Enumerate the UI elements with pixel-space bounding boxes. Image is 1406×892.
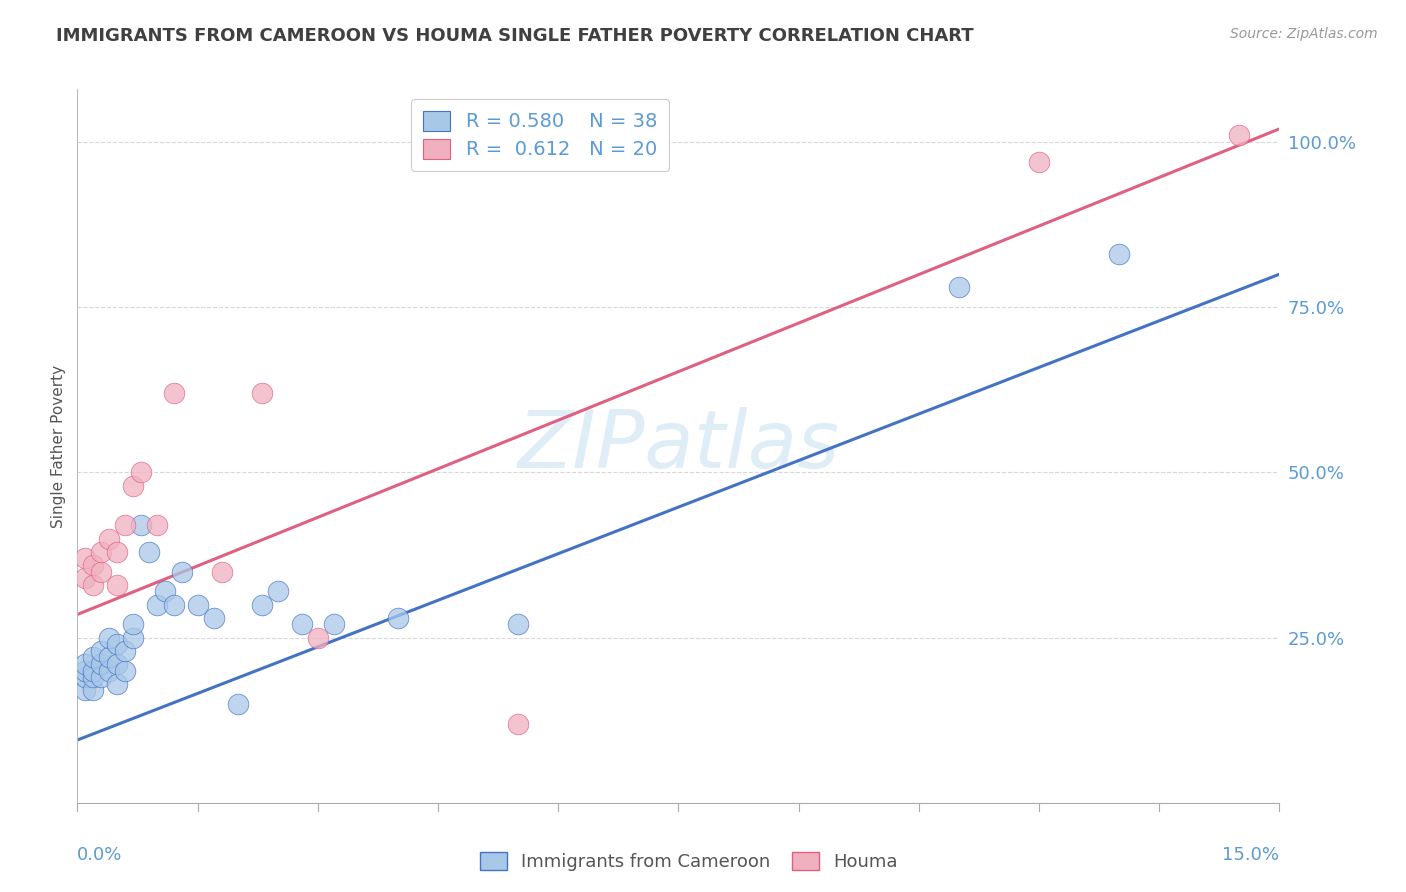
Point — [291, 617, 314, 632]
Point — [387, 611, 409, 625]
Point — [75, 664, 97, 678]
Point — [948, 280, 970, 294]
Point — [114, 664, 136, 678]
Point — [90, 545, 112, 559]
Point — [98, 650, 121, 665]
Text: 15.0%: 15.0% — [1222, 846, 1279, 863]
Point — [98, 532, 121, 546]
Point — [90, 565, 112, 579]
Point — [75, 551, 97, 566]
Point — [250, 386, 273, 401]
Text: ZIPatlas: ZIPatlas — [517, 407, 839, 485]
Point — [211, 565, 233, 579]
Point — [508, 716, 530, 731]
Point — [107, 657, 129, 671]
Point — [90, 657, 112, 671]
Point — [107, 677, 129, 691]
Point — [90, 644, 112, 658]
Legend: Immigrants from Cameroon, Houma: Immigrants from Cameroon, Houma — [472, 845, 905, 879]
Point — [122, 631, 145, 645]
Point — [114, 518, 136, 533]
Point — [114, 644, 136, 658]
Point — [98, 664, 121, 678]
Point — [82, 558, 104, 572]
Point — [75, 657, 97, 671]
Point — [1108, 247, 1130, 261]
Point — [508, 617, 530, 632]
Point — [90, 670, 112, 684]
Point — [122, 617, 145, 632]
Point — [226, 697, 249, 711]
Point — [1229, 128, 1251, 143]
Point — [170, 565, 193, 579]
Point — [146, 598, 169, 612]
Point — [307, 631, 329, 645]
Point — [75, 683, 97, 698]
Point — [122, 478, 145, 492]
Point — [146, 518, 169, 533]
Point — [75, 670, 97, 684]
Point — [202, 611, 225, 625]
Point — [162, 598, 184, 612]
Point — [82, 670, 104, 684]
Point — [82, 664, 104, 678]
Point — [75, 571, 97, 585]
Point — [267, 584, 290, 599]
Point — [1028, 154, 1050, 169]
Y-axis label: Single Father Poverty: Single Father Poverty — [51, 365, 66, 527]
Point — [107, 545, 129, 559]
Point — [250, 598, 273, 612]
Point — [131, 466, 153, 480]
Point — [82, 578, 104, 592]
Point — [155, 584, 177, 599]
Point — [82, 683, 104, 698]
Point — [98, 631, 121, 645]
Point — [131, 518, 153, 533]
Text: 0.0%: 0.0% — [77, 846, 122, 863]
Point — [82, 650, 104, 665]
Legend: R = 0.580    N = 38, R =  0.612   N = 20: R = 0.580 N = 38, R = 0.612 N = 20 — [412, 99, 669, 171]
Text: IMMIGRANTS FROM CAMEROON VS HOUMA SINGLE FATHER POVERTY CORRELATION CHART: IMMIGRANTS FROM CAMEROON VS HOUMA SINGLE… — [56, 27, 974, 45]
Point — [138, 545, 160, 559]
Point — [107, 637, 129, 651]
Point — [107, 578, 129, 592]
Point — [162, 386, 184, 401]
Text: Source: ZipAtlas.com: Source: ZipAtlas.com — [1230, 27, 1378, 41]
Point — [186, 598, 209, 612]
Point — [322, 617, 344, 632]
